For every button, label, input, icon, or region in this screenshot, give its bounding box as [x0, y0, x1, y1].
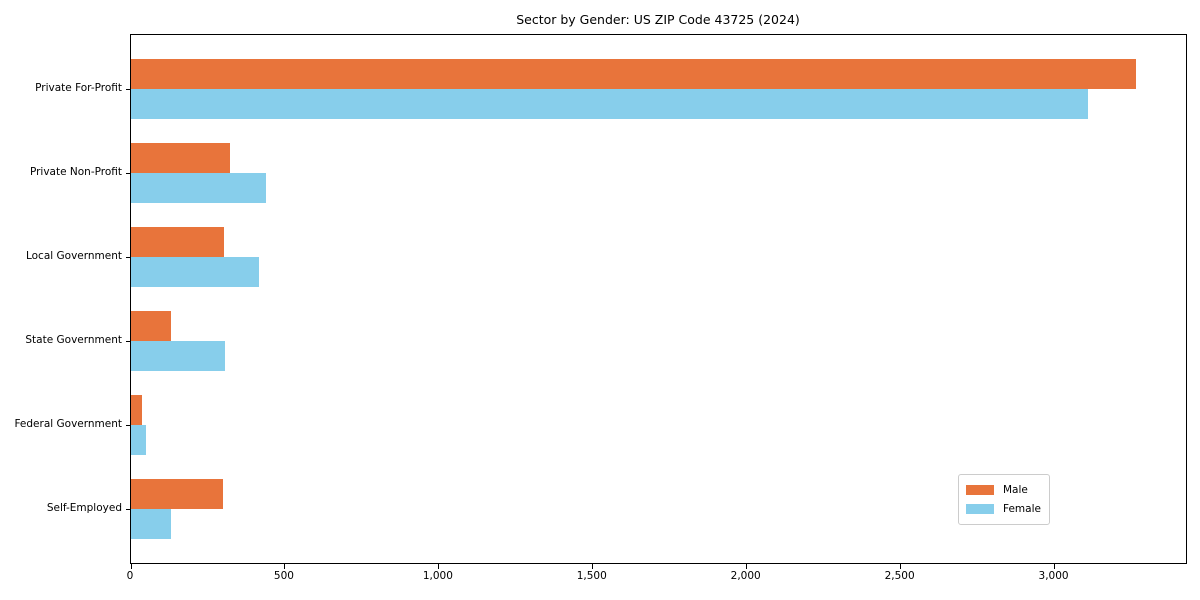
y-tick-label-self-employed: Self-Employed: [46, 502, 122, 514]
bar-male-private-non-profit: [131, 143, 230, 173]
y-tick-label-federal-government: Federal Government: [14, 418, 122, 430]
x-tick-mark: [284, 564, 286, 569]
x-tick-label-0: 0: [126, 570, 134, 582]
bar-male-self-employed: [131, 479, 224, 509]
x-tick-label-2000: 2,000: [730, 570, 761, 582]
male-swatch: [966, 484, 994, 495]
legend-entry-male: Male: [959, 480, 1049, 499]
bar-female-state-government: [131, 341, 226, 371]
bar-female-private-for-profit: [131, 89, 1089, 119]
legend-entry-female: Female: [959, 499, 1049, 518]
x-tick-mark: [1054, 564, 1056, 569]
bar-female-local-government: [131, 257, 260, 287]
y-tick-label-state-government: State Government: [25, 334, 122, 346]
x-tick-mark: [900, 564, 902, 569]
x-tick-label-2500: 2,500: [884, 570, 915, 582]
chart-title: Sector by Gender: US ZIP Code 43725 (202…: [516, 12, 800, 27]
bar-female-private-non-profit: [131, 173, 266, 203]
y-tick-mark: [126, 89, 130, 90]
x-tick-mark: [130, 564, 132, 569]
bar-male-local-government: [131, 227, 225, 257]
x-tick-label-500: 500: [273, 570, 294, 582]
x-tick-mark: [438, 564, 440, 569]
y-tick-label-private-for-profit: Private For-Profit: [35, 82, 122, 94]
y-tick-mark: [126, 425, 130, 426]
x-tick-label-1500: 1,500: [576, 570, 607, 582]
legend-label-female: Female: [1003, 502, 1041, 515]
bar-male-private-for-profit: [131, 59, 1136, 89]
female-swatch: [966, 503, 994, 514]
x-tick-label-1000: 1,000: [422, 570, 453, 582]
bar-female-self-employed: [131, 509, 171, 539]
x-tick-mark: [592, 564, 594, 569]
plot-area: [126, 34, 1187, 569]
bar-male-federal-government: [131, 395, 142, 425]
y-tick-label-local-government: Local Government: [25, 250, 122, 262]
bar-female-federal-government: [131, 425, 146, 455]
legend: Male Female: [958, 474, 1050, 525]
y-tick-mark: [126, 341, 130, 342]
y-tick-label-private-non-profit: Private Non-Profit: [29, 166, 122, 178]
legend-label-male: Male: [1003, 483, 1028, 496]
y-tick-mark: [126, 257, 130, 258]
y-tick-mark: [126, 509, 130, 510]
bar-male-state-government: [131, 311, 172, 341]
x-tick-mark: [746, 564, 748, 569]
y-tick-mark: [126, 173, 130, 174]
x-tick-label-3000: 3,000: [1038, 570, 1069, 582]
